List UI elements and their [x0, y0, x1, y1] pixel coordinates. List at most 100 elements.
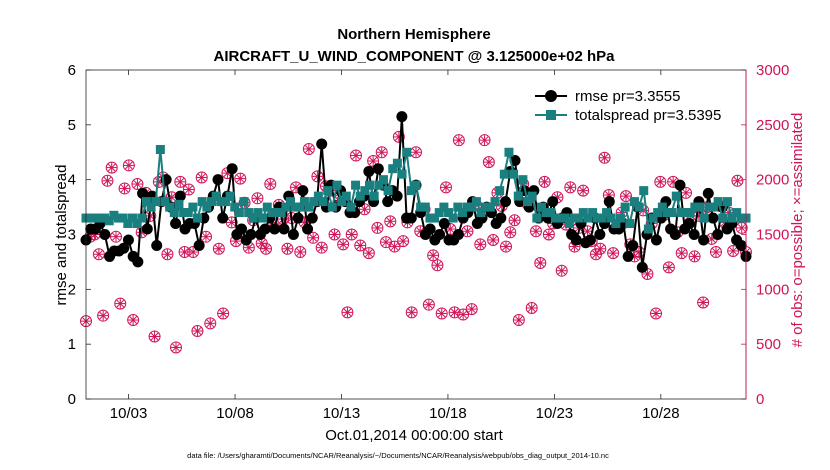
rmse-point: [99, 229, 111, 240]
totalspread-point: [434, 208, 444, 218]
rmse-point: [622, 250, 634, 262]
totalspread-point: [188, 202, 198, 212]
obs-possible-point: [204, 317, 217, 330]
obs-assimilated-point: [256, 238, 267, 249]
obs-assimilated-point: [342, 307, 353, 318]
totalspread-point: [732, 208, 742, 218]
obs-assimilated-point: [428, 250, 439, 261]
totalspread-point: [620, 202, 630, 212]
rmse-point: [702, 187, 714, 199]
rmse-point: [424, 223, 436, 235]
totalspread-point: [155, 145, 165, 155]
totalspread-point: [546, 208, 556, 218]
obs-assimilated-point: [385, 216, 396, 227]
totalspread-point: [165, 202, 175, 212]
obs-possible-point: [375, 146, 388, 159]
obs-possible-point: [697, 296, 710, 309]
totalspread-point: [625, 219, 635, 229]
obs-assimilated-point: [698, 297, 709, 308]
rmse-point: [302, 223, 314, 235]
totalspread-point: [248, 213, 258, 223]
totalspread-point: [276, 208, 286, 218]
obs-assimilated-point: [599, 152, 610, 163]
obs-possible-point: [482, 156, 495, 169]
totalspread-point: [555, 213, 565, 223]
chart-title: Northern Hemisphere: [337, 26, 490, 43]
obs-possible-point: [465, 303, 478, 316]
totalspread-point: [648, 213, 658, 223]
y-axis-right: 0 500 1000 1500 2000 2500 3000: [741, 62, 789, 408]
rmse-point: [245, 229, 257, 240]
totalspread-point: [100, 213, 110, 223]
obs-possible-point: [435, 307, 448, 320]
obs-possible-point: [457, 308, 470, 321]
obs-possible-point: [422, 298, 435, 311]
obs-assimilated-point: [205, 318, 216, 329]
totalspread-point: [411, 180, 421, 190]
totalspread-point: [671, 191, 681, 201]
x-tick-label: 10/08: [216, 405, 254, 422]
obs-possible-point: [182, 183, 195, 196]
obs-assimilated-point: [526, 302, 537, 313]
obs-possible-point: [388, 240, 401, 253]
obs-possible-point: [234, 172, 247, 185]
obs-assimilated-point: [93, 249, 104, 260]
obs-assimilated-point: [196, 172, 207, 183]
totalspread-point: [183, 208, 193, 218]
totalspread-point: [402, 147, 412, 157]
obs-assimilated-point: [582, 226, 593, 237]
totalspread-point: [151, 197, 161, 207]
totalspread-point: [416, 202, 426, 212]
rmse-point: [735, 239, 747, 251]
totalspread-point: [430, 213, 440, 223]
totalspread-point: [708, 202, 718, 212]
totalspread-point: [490, 197, 500, 207]
obs-assimilated-point: [543, 229, 554, 240]
rmse-point: [292, 212, 304, 224]
totalspread-point: [230, 202, 240, 212]
obs-assimilated-point: [501, 241, 511, 252]
totalspread-point: [160, 197, 170, 207]
obs-possible-point: [337, 238, 350, 251]
obs-assimilated-point: [115, 298, 126, 309]
obs-assimilated-point: [621, 191, 631, 202]
totalspread-point: [699, 213, 709, 223]
totalspread-point: [95, 213, 105, 223]
totalspread-point: [718, 213, 728, 223]
obs-assimilated-point: [149, 331, 160, 342]
obs-assimilated-point: [308, 232, 319, 243]
obs-assimilated-point: [651, 308, 661, 319]
totalspread-point: [588, 208, 598, 218]
rmse-point: [382, 196, 394, 208]
totalspread-point: [495, 186, 505, 196]
y2-tick-label: 1500: [756, 227, 789, 244]
obs-assimilated-point: [175, 176, 186, 187]
rmse-point: [603, 196, 615, 208]
totalspread-point: [369, 191, 379, 201]
obs-possible-point: [367, 155, 380, 168]
legend-rmse-marker: [545, 90, 557, 102]
obs-assimilated-point: [591, 249, 601, 260]
totalspread-point: [518, 175, 528, 185]
obs-possible-point: [508, 214, 521, 227]
rmse-point: [193, 239, 205, 251]
legend-rmse-label: rmse pr=3.3555: [575, 88, 680, 105]
totalspread-point: [722, 197, 732, 207]
totalspread-point: [323, 186, 333, 196]
totalspread-point: [597, 213, 607, 223]
obs-assimilated-point: [346, 229, 357, 240]
obs-assimilated-point: [466, 304, 477, 315]
obs-possible-point: [731, 174, 744, 187]
obs-possible-point: [302, 142, 315, 155]
data-file-footer: data file: /Users/gharamti/Documents/NCA…: [187, 451, 609, 460]
obs-assimilated-point: [183, 184, 194, 195]
totalspread-point: [602, 208, 612, 218]
y2-tick-label: 3000: [756, 62, 789, 79]
totalspread-point: [541, 208, 551, 218]
totalspread-point: [327, 202, 337, 212]
totalspread-point: [109, 210, 119, 220]
obs-possible-point: [555, 264, 568, 277]
x-axis-label: Oct.01,2014 00:00:00 start: [325, 427, 503, 444]
x-tick-label: 10/23: [536, 405, 574, 422]
totalspread-point: [262, 202, 272, 212]
